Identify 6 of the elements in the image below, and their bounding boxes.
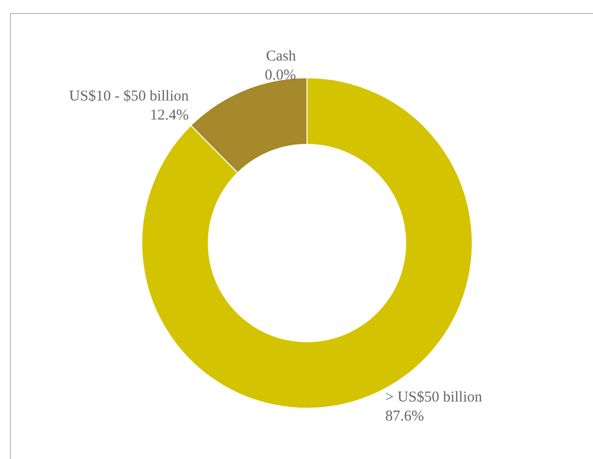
- data-label: 87.6%: [385, 408, 424, 424]
- text: 0.0%: [264, 67, 296, 84]
- slice-label: > US$50 billion: [385, 389, 483, 406]
- category-label: Cash: [266, 48, 296, 64]
- data-label: 12.4%: [150, 107, 189, 124]
- slice-label: US$10 - $50 billion: [69, 88, 190, 104]
